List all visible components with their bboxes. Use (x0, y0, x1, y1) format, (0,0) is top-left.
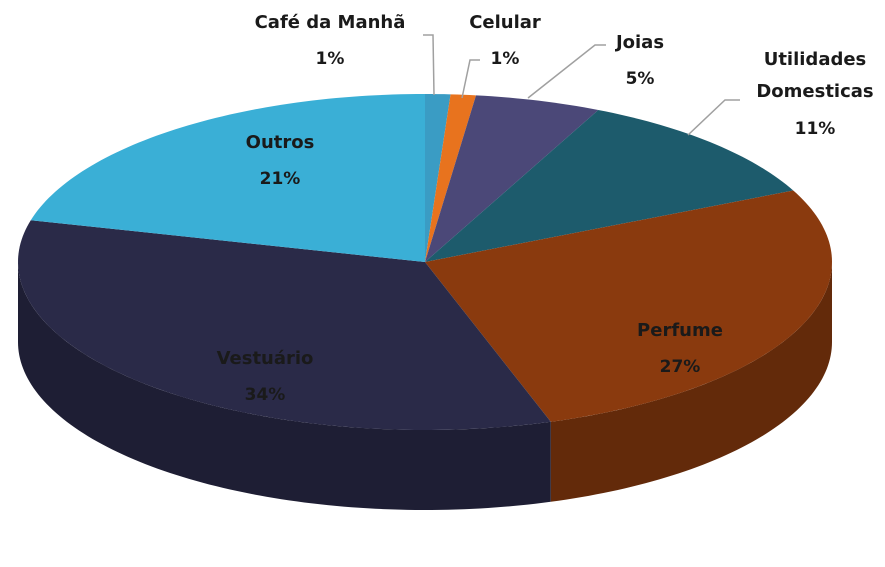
category-label: Vestuário (216, 348, 314, 369)
slice-side (550, 262, 832, 502)
slice (425, 95, 599, 262)
data-label: Celular 1% (469, 8, 541, 74)
data-label: Café da Manhã 1% (255, 8, 406, 74)
data-label: Perfume 27% (637, 316, 723, 382)
category-label: Café da Manhã (254, 12, 406, 33)
slice (425, 94, 477, 262)
value-label: 11% (794, 119, 836, 139)
category-label: Celular (469, 12, 541, 33)
data-label: Outros 21% (246, 128, 315, 194)
category-label: Outros (245, 132, 315, 153)
tops (18, 94, 832, 430)
value-label: 34% (244, 385, 286, 405)
slice (18, 220, 551, 430)
value-label: 1% (315, 49, 345, 69)
data-label: Joias 5% (616, 28, 664, 94)
category-label: Joias (615, 32, 665, 53)
value-label: 27% (659, 357, 701, 377)
leader-line (423, 34, 435, 96)
leader-line (461, 59, 480, 99)
value-label: 21% (259, 169, 301, 189)
value-label: 1% (490, 49, 520, 69)
sides (18, 262, 832, 510)
data-label: Utilidades Domesticas 11% (740, 44, 885, 144)
data-label: Vestuário 34% (217, 344, 314, 410)
leader-line (687, 99, 740, 136)
category-label: Perfume (637, 320, 723, 341)
slice-side (18, 262, 551, 510)
slice (425, 109, 794, 263)
slice (30, 94, 426, 262)
slice (425, 94, 451, 262)
value-label: 5% (625, 69, 655, 89)
leader-lines (423, 34, 740, 136)
category-label: Utilidades Domesticas (756, 49, 874, 102)
slice (425, 190, 832, 422)
leader-line (527, 44, 606, 99)
